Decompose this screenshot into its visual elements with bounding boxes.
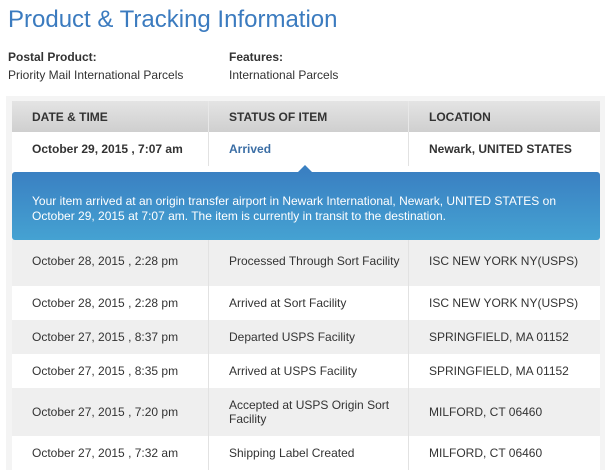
row-status: Processed Through Sort Facility — [208, 236, 409, 286]
row-date: October 28, 2015 , 2:28 pm — [12, 286, 209, 320]
row-date: October 27, 2015 , 8:37 pm — [12, 320, 209, 354]
table-row: October 27, 2015 , 8:35 pm Arrived at USP… — [12, 354, 600, 388]
latest-date: October 29, 2015 , 7:07 am — [12, 132, 209, 166]
row-date: October 28, 2015 , 2:28 pm — [12, 236, 209, 286]
row-location: SPRINGFIELD, MA 01152 — [408, 354, 600, 388]
table-row: October 28, 2015 , 2:28 pm Arrived at Sor… — [12, 286, 600, 320]
row-location: SPRINGFIELD, MA 01152 — [408, 320, 600, 354]
tracking-history: DATE & TIME STATUS OF ITEM LOCATION Octo… — [6, 96, 605, 470]
postal-product-label: Postal Product: — [8, 50, 97, 64]
table-row: October 27, 2015 , 7:20 pm Accepted at US… — [12, 388, 600, 436]
row-date: October 27, 2015 , 8:35 pm — [12, 354, 209, 388]
row-status: Arrived at USPS Facility — [208, 354, 409, 388]
table-row: October 27, 2015 , 8:37 pm Departed USPS … — [12, 320, 600, 354]
postal-product-value: Priority Mail International Parcels — [8, 68, 184, 82]
latest-location: Newark, UNITED STATES — [408, 132, 600, 166]
row-date: October 27, 2015 , 7:20 pm — [12, 388, 209, 436]
row-location: ISC NEW YORK NY(USPS) — [408, 236, 600, 286]
status-detail-popover: Your item arrived at an origin transfer … — [12, 165, 600, 240]
latest-status[interactable]: Arrived — [208, 132, 409, 166]
features: Features: International Parcels — [229, 50, 338, 82]
table-row: October 28, 2015 , 2:28 pm Processed Thro… — [12, 236, 600, 286]
row-status: Shipping Label Created — [208, 436, 409, 470]
postal-product: Postal Product: Priority Mail Internation… — [8, 50, 183, 82]
row-date: October 27, 2015 , 7:32 am — [12, 436, 209, 470]
table-row: October 27, 2015 , 7:32 am Shipping Label… — [12, 436, 600, 470]
table-header: DATE & TIME STATUS OF ITEM LOCATION — [12, 101, 600, 132]
row-status: Departed USPS Facility — [208, 320, 409, 354]
features-label: Features: — [229, 50, 284, 64]
header-location: LOCATION — [408, 101, 600, 132]
features-value: International Parcels — [229, 68, 339, 82]
tracking-table: DATE & TIME STATUS OF ITEM LOCATION Octo… — [12, 101, 600, 470]
row-location: MILFORD, CT 06460 — [408, 388, 600, 436]
row-status: Accepted at USPS Origin Sort Facility — [208, 388, 409, 436]
header-date: DATE & TIME — [12, 101, 209, 132]
row-location: ISC NEW YORK NY(USPS) — [408, 286, 600, 320]
header-status: STATUS OF ITEM — [208, 101, 409, 132]
row-location: MILFORD, CT 06460 — [408, 436, 600, 470]
row-status: Arrived at Sort Facility — [208, 286, 409, 320]
latest-row[interactable]: October 29, 2015 , 7:07 am Arrived Newar… — [12, 132, 600, 166]
page-title: Product & Tracking Information — [8, 6, 338, 33]
